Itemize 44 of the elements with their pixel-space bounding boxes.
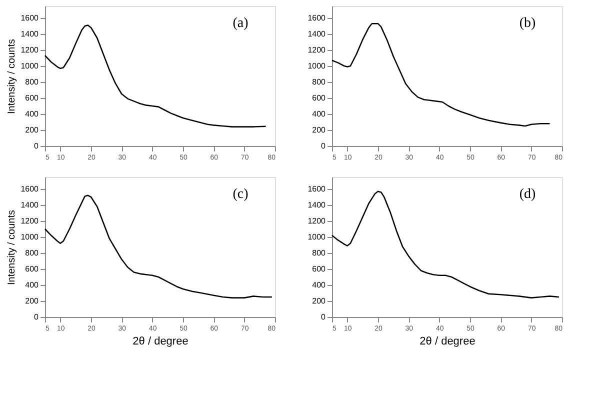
x-axis-title: 2θ / degree (132, 336, 188, 348)
y-axis-title: Intensity / counts (6, 38, 18, 114)
y-tick-label: 400 (25, 110, 40, 118)
y-tick-label: 800 (312, 78, 326, 86)
y-tick-label: 1400 (308, 200, 326, 210)
y-tick-label: 1600 (308, 14, 326, 22)
y-tick-label: 400 (25, 280, 40, 290)
y-tick-label: 1600 (308, 184, 326, 194)
y-tick-label: 400 (312, 110, 326, 118)
y-tick-label: 1200 (308, 216, 326, 226)
y-tick-label: 200 (25, 296, 40, 306)
x-axis-title: 2θ / degree (420, 336, 476, 348)
y-tick-label: 800 (25, 248, 40, 258)
y-tick-label: 200 (312, 126, 326, 134)
y-tick-label: 200 (25, 126, 40, 134)
y-tick-label: 1200 (20, 216, 40, 226)
y-tick-label: 1000 (308, 232, 326, 242)
annotation: (d) (519, 186, 536, 202)
y-tick-label: 600 (312, 94, 326, 102)
y-tick-label: 1400 (20, 30, 40, 38)
y-tick-label: 400 (312, 280, 326, 290)
annotation: (c) (232, 186, 249, 202)
y-tick-label: 0 (321, 312, 326, 322)
y-tick-label: 0 (34, 142, 40, 150)
y-tick-label: 1400 (308, 30, 326, 38)
y-tick-label: 1000 (20, 232, 40, 242)
y-tick-label: 0 (321, 142, 326, 150)
y-tick-label: 800 (25, 78, 40, 86)
y-tick-label: 600 (25, 94, 40, 102)
y-tick-label: 1000 (308, 62, 326, 70)
annotation: (b) (519, 16, 536, 31)
y-tick-label: 1200 (308, 46, 326, 54)
y-tick-label: 1400 (20, 200, 40, 210)
y-tick-label: 1600 (20, 14, 40, 22)
y-tick-label: 1600 (20, 184, 40, 194)
y-tick-label: 1200 (20, 46, 40, 54)
annotation: (a) (232, 16, 249, 31)
y-tick-label: 600 (312, 264, 326, 274)
y-tick-label: 600 (25, 264, 40, 274)
y-axis-title: Intensity / counts (6, 210, 18, 286)
y-tick-label: 1000 (20, 62, 40, 70)
y-tick-label: 800 (312, 248, 326, 258)
y-tick-label: 0 (34, 312, 40, 322)
y-tick-label: 200 (312, 296, 326, 306)
